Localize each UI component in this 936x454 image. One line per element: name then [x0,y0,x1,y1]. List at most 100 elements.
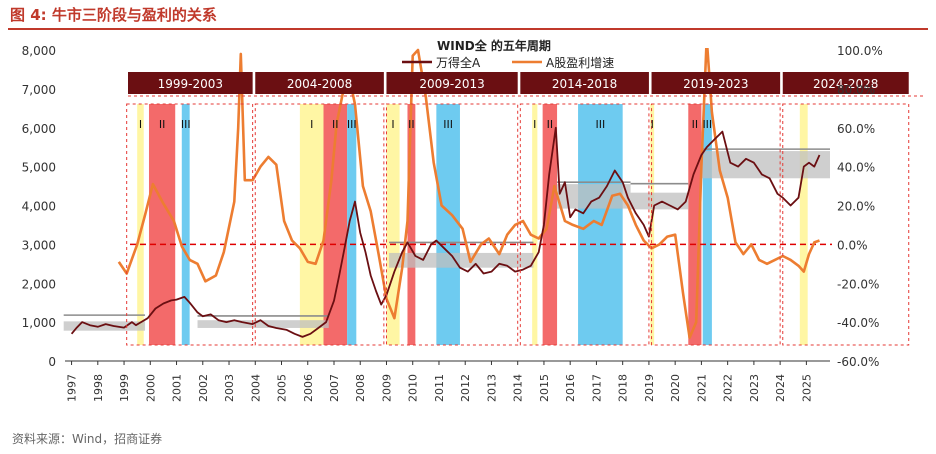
x-tick-16: 2013 [485,374,498,402]
cycle-header-0 [128,72,253,94]
x-tick-0: 1997 [66,374,79,402]
y-right-tick-7: 80.0% [837,83,875,97]
phase-band-9 [532,104,538,345]
phase-label-13: II [692,118,699,131]
phase-label-5: III [347,118,357,131]
x-tick-14: 2011 [433,374,446,402]
cycle-label-0: 1999-2003 [158,77,223,91]
y-right-tick-1: -40.0% [837,316,879,330]
avg-band-5 [701,151,830,179]
phase-band-0 [137,104,144,345]
y-left-tick-0: 0 [48,355,56,369]
cycle-box-1 [254,103,385,346]
cycle-header-1 [255,72,384,94]
phase-label-10: II [547,118,554,131]
phase-label-9: I [533,118,536,131]
phase-label-1: II [159,118,166,131]
cycle-box-0 [126,103,254,346]
y-left-tick-3: 3,000 [22,238,56,252]
y-right-tick-5: 40.0% [837,161,875,175]
y-left-tick-6: 6,000 [22,122,56,136]
legend-label-1: A股盈利增速 [546,56,614,70]
x-tick-8: 2005 [276,374,289,402]
x-tick-5: 2002 [197,374,210,402]
x-tick-12: 2009 [380,374,393,402]
x-tick-19: 2016 [564,374,577,402]
x-tick-20: 2017 [590,374,603,402]
cycle-label-2: 2009-2013 [419,77,484,91]
x-tick-9: 2006 [302,374,315,402]
phase-band-3 [299,104,324,345]
avg-band-0 [63,321,146,331]
y-left-tick-8: 8,000 [22,44,56,58]
avg-band-3 [557,184,631,209]
y-right-tick-3: 0.0% [837,238,868,252]
figure-title: 图 4: 牛市三阶段与盈利的关系 [10,6,217,24]
cycle-box-4 [651,103,781,346]
phase-band-12 [650,104,655,345]
x-tick-1: 1998 [92,374,105,402]
x-tick-24: 2021 [695,374,708,402]
y-right-tick-0: -60.0% [837,355,879,369]
x-tick-3: 2000 [144,374,157,402]
cycle-header-2 [386,72,518,94]
axes: 0 1,000 2,000 3,000 4,000 5,000 6,000 7,000 8,00… [22,44,883,402]
cycle-boxes [126,95,923,346]
avg-band-4 [630,192,689,210]
phase-band-1 [148,104,176,345]
wind-a-line [70,126,821,338]
chart-title: WIND全 的五年周期 [437,38,551,53]
phase-band-4 [323,104,348,345]
x-tick-25: 2022 [722,374,735,402]
phase-label-8: III [443,118,453,131]
phase-bands [137,104,808,345]
phase-band-15 [799,104,808,345]
y-left-tick-5: 5,000 [22,161,56,175]
cycle-label-4: 2019-2023 [683,77,748,91]
phase-band-8 [436,104,460,345]
cycle-header-5 [782,72,909,94]
source-note: 资料来源：Wind，招商证券 [12,432,163,446]
average-bands [63,148,830,331]
y-right-tick-6: 60.0% [837,122,875,136]
legend-label-0: 万得全A [436,55,481,70]
y-right-tick-2: -20.0% [837,277,879,291]
cycle-label-1: 2004-2008 [287,77,352,91]
phase-labels: I II III I II III I II III I II III I II III [139,118,712,131]
phase-label-4: II [332,118,339,131]
x-tick-11: 2008 [354,374,367,402]
x-tick-2: 1999 [118,374,131,402]
cycle-header-4 [651,72,781,94]
x-tick-21: 2018 [617,374,630,402]
phase-band-14 [702,104,712,345]
x-tick-18: 2015 [538,374,551,402]
x-tick-10: 2007 [328,374,341,402]
x-tick-6: 2003 [223,374,236,402]
x-tick-26: 2023 [748,374,761,402]
phase-band-10 [542,104,558,345]
x-tick-13: 2010 [407,374,420,402]
y-left-tick-2: 2,000 [22,277,56,291]
phase-label-12: I [651,118,654,131]
phase-band-2 [181,104,190,345]
phase-label-14: III [702,118,712,131]
cycle-label-3: 2014-2018 [552,77,617,91]
cycle-box-3 [519,103,650,346]
avg-band-2 [389,252,534,268]
phase-label-7: II [408,118,415,131]
x-tick-15: 2012 [459,374,472,402]
phase-band-7 [407,104,416,345]
phase-label-11: III [596,118,606,131]
avg-band-1 [197,320,329,328]
x-tick-23: 2020 [669,374,682,402]
x-tick-22: 2019 [643,374,656,402]
y-left-tick-1: 1,000 [22,316,56,330]
cycle-header-3 [520,72,649,94]
y-left-tick-4: 4,000 [22,200,56,214]
x-tick-4: 2001 [171,374,184,402]
y-right-tick-8: 100.0% [837,44,883,58]
x-tick-7: 2004 [249,374,262,402]
y-left-tick-7: 7,000 [22,83,56,97]
phase-label-2: III [181,118,191,131]
